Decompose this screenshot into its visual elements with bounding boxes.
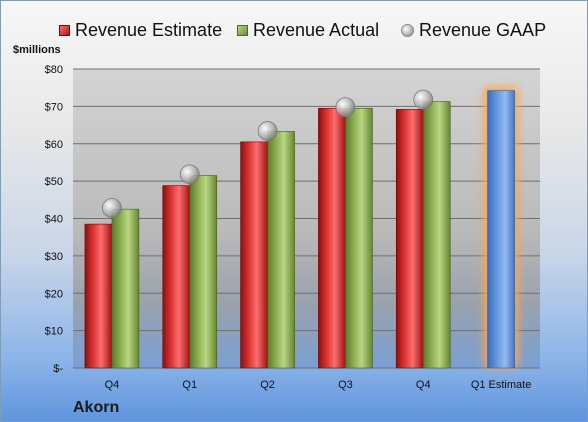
legend-swatch-icon — [401, 23, 414, 37]
legend: Revenue Estimate Revenue Actual Revenue … — [59, 19, 579, 41]
gaap-marker — [413, 89, 434, 110]
gaap-marker — [179, 164, 200, 185]
y-tick-label: $70 — [45, 101, 63, 113]
y-tick-label: $60 — [45, 139, 63, 151]
y-tick-label: $- — [53, 363, 63, 375]
x-tick-label: Q1 — [182, 379, 197, 391]
gaap-marker — [335, 97, 356, 118]
y-tick-label: $40 — [45, 214, 63, 226]
legend-swatch-icon — [59, 24, 70, 36]
x-tick-label: Q4 — [416, 379, 431, 391]
bar-revenue-estimate — [162, 185, 191, 369]
legend-label: Revenue GAAP — [419, 19, 547, 40]
x-tick-label: Q1 Estimate — [471, 379, 532, 391]
bar-revenue-actual — [267, 131, 295, 369]
bar-revenue-estimate — [395, 109, 424, 369]
legend-item-revenue-actual: Revenue Actual — [237, 19, 379, 41]
legend-item-revenue-estimate: Revenue Estimate — [59, 19, 222, 41]
x-tick-label: Q4 — [105, 379, 120, 391]
y-tick-label: $20 — [45, 288, 63, 300]
bar-revenue-actual — [345, 107, 373, 369]
y-tick-label: $30 — [45, 251, 63, 263]
bar-q1-estimate — [487, 90, 515, 369]
legend-swatch-icon — [237, 24, 248, 36]
gaap-marker — [257, 121, 278, 141]
legend-item-revenue-gaap: Revenue GAAP — [401, 19, 546, 41]
x-tick-label: Q2 — [260, 379, 275, 391]
legend-label: Revenue Actual — [253, 19, 380, 40]
bar-revenue-actual — [111, 208, 140, 369]
bar-revenue-actual — [422, 101, 451, 369]
y-axis-unit-label: $millions — [13, 44, 61, 56]
bar-revenue-actual — [189, 175, 218, 369]
y-tick-label: $50 — [45, 176, 63, 188]
legend-label: Revenue Estimate — [75, 19, 223, 40]
y-tick-label: $80 — [45, 64, 63, 76]
bar-revenue-estimate — [318, 107, 346, 369]
bar-revenue-estimate — [240, 141, 268, 369]
gaap-marker — [102, 198, 122, 218]
y-tick-label: $10 — [45, 326, 63, 338]
company-name: Akorn — [73, 399, 120, 416]
x-tick-label: Q3 — [338, 379, 353, 391]
bar-revenue-estimate — [84, 223, 113, 369]
